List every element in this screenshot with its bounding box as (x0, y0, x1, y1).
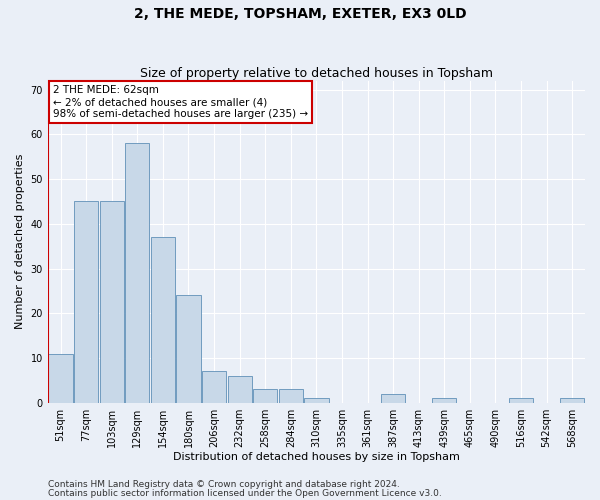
Bar (560, 398, 584, 402)
Bar (227, 376, 252, 402)
Text: Contains public sector information licensed under the Open Government Licence v3: Contains public sector information licen… (48, 488, 442, 498)
Bar (151, 237, 175, 402)
Y-axis label: Number of detached properties: Number of detached properties (15, 154, 25, 330)
Bar (100, 202, 124, 402)
Bar (176, 296, 200, 403)
Title: Size of property relative to detached houses in Topsham: Size of property relative to detached ho… (140, 66, 493, 80)
Bar (432, 398, 457, 402)
Bar (253, 390, 277, 402)
X-axis label: Distribution of detached houses by size in Topsham: Distribution of detached houses by size … (173, 452, 460, 462)
Bar (202, 372, 226, 402)
Bar (381, 394, 405, 402)
Text: 2, THE MEDE, TOPSHAM, EXETER, EX3 0LD: 2, THE MEDE, TOPSHAM, EXETER, EX3 0LD (134, 8, 466, 22)
Bar (304, 398, 329, 402)
Bar (509, 398, 533, 402)
Bar (278, 390, 303, 402)
Text: Contains HM Land Registry data © Crown copyright and database right 2024.: Contains HM Land Registry data © Crown c… (48, 480, 400, 489)
Bar (125, 144, 149, 402)
Bar (49, 354, 73, 403)
Text: 2 THE MEDE: 62sqm
← 2% of detached houses are smaller (4)
98% of semi-detached h: 2 THE MEDE: 62sqm ← 2% of detached house… (53, 86, 308, 118)
Bar (74, 202, 98, 402)
